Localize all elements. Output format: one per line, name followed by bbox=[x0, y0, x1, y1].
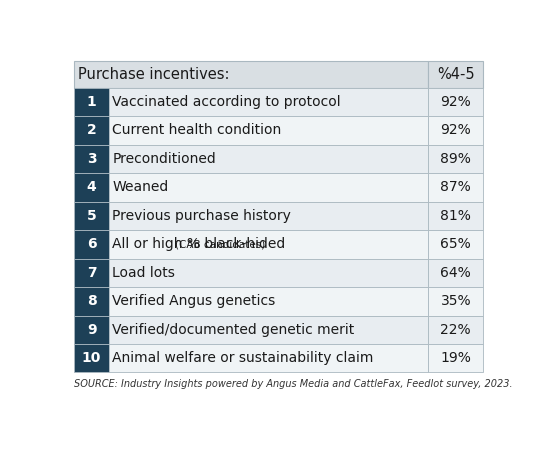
Bar bbox=[109, 88, 428, 116]
Text: Preconditioned: Preconditioned bbox=[113, 152, 216, 166]
Text: 6: 6 bbox=[87, 237, 96, 251]
Bar bbox=[109, 116, 428, 144]
Bar bbox=[74, 230, 109, 258]
Bar bbox=[109, 258, 428, 287]
Bar bbox=[428, 144, 484, 173]
Text: 92%: 92% bbox=[441, 123, 471, 137]
Bar bbox=[74, 316, 109, 344]
Bar bbox=[74, 173, 109, 202]
Bar bbox=[74, 61, 428, 88]
Text: Purchase incentives:: Purchase incentives: bbox=[78, 67, 229, 82]
Bar bbox=[74, 144, 109, 173]
Text: Previous purchase history: Previous purchase history bbox=[113, 209, 291, 223]
Text: 4: 4 bbox=[86, 180, 96, 194]
Text: Verified Angus genetics: Verified Angus genetics bbox=[113, 294, 276, 308]
Bar bbox=[428, 202, 484, 230]
Text: 19%: 19% bbox=[440, 351, 471, 365]
Text: 8: 8 bbox=[86, 294, 96, 308]
Bar bbox=[428, 88, 484, 116]
Bar bbox=[428, 287, 484, 316]
Bar bbox=[74, 258, 109, 287]
Text: Weaned: Weaned bbox=[113, 180, 169, 194]
Bar bbox=[74, 88, 109, 116]
Text: 3: 3 bbox=[87, 152, 96, 166]
Text: 2: 2 bbox=[86, 123, 96, 137]
Text: %4-5: %4-5 bbox=[437, 67, 474, 82]
Bar bbox=[74, 344, 109, 372]
Bar bbox=[109, 202, 428, 230]
Bar bbox=[109, 287, 428, 316]
Bar bbox=[428, 61, 484, 88]
Bar bbox=[428, 316, 484, 344]
Text: 65%: 65% bbox=[441, 237, 471, 251]
Text: 81%: 81% bbox=[440, 209, 471, 223]
Text: 9: 9 bbox=[87, 323, 96, 337]
Bar bbox=[428, 230, 484, 258]
Bar bbox=[109, 230, 428, 258]
Text: (CAB candidates): (CAB candidates) bbox=[175, 239, 265, 249]
Text: 10: 10 bbox=[82, 351, 101, 365]
Text: SOURCE: Industry Insights powered by Angus Media and CattleFax, Feedlot survey, : SOURCE: Industry Insights powered by Ang… bbox=[74, 380, 513, 390]
Text: 87%: 87% bbox=[441, 180, 471, 194]
Text: 1: 1 bbox=[86, 95, 96, 109]
Bar bbox=[74, 287, 109, 316]
Bar bbox=[109, 344, 428, 372]
Text: Vaccinated according to protocol: Vaccinated according to protocol bbox=[113, 95, 341, 109]
Text: 5: 5 bbox=[86, 209, 96, 223]
Text: Current health condition: Current health condition bbox=[113, 123, 282, 137]
Text: All or high % black-hided: All or high % black-hided bbox=[113, 237, 286, 251]
Text: Verified/documented genetic merit: Verified/documented genetic merit bbox=[113, 323, 355, 337]
Text: 35%: 35% bbox=[441, 294, 471, 308]
Text: 22%: 22% bbox=[441, 323, 471, 337]
Bar bbox=[428, 344, 484, 372]
Text: 92%: 92% bbox=[441, 95, 471, 109]
Bar bbox=[109, 173, 428, 202]
Bar bbox=[428, 173, 484, 202]
Bar bbox=[428, 258, 484, 287]
Text: 64%: 64% bbox=[441, 266, 471, 280]
Text: Animal welfare or sustainability claim: Animal welfare or sustainability claim bbox=[113, 351, 374, 365]
Bar bbox=[109, 316, 428, 344]
Text: Load lots: Load lots bbox=[113, 266, 175, 280]
Text: 7: 7 bbox=[87, 266, 96, 280]
Text: 89%: 89% bbox=[440, 152, 471, 166]
Bar bbox=[428, 116, 484, 144]
Bar bbox=[74, 202, 109, 230]
Bar bbox=[74, 116, 109, 144]
Bar bbox=[109, 144, 428, 173]
